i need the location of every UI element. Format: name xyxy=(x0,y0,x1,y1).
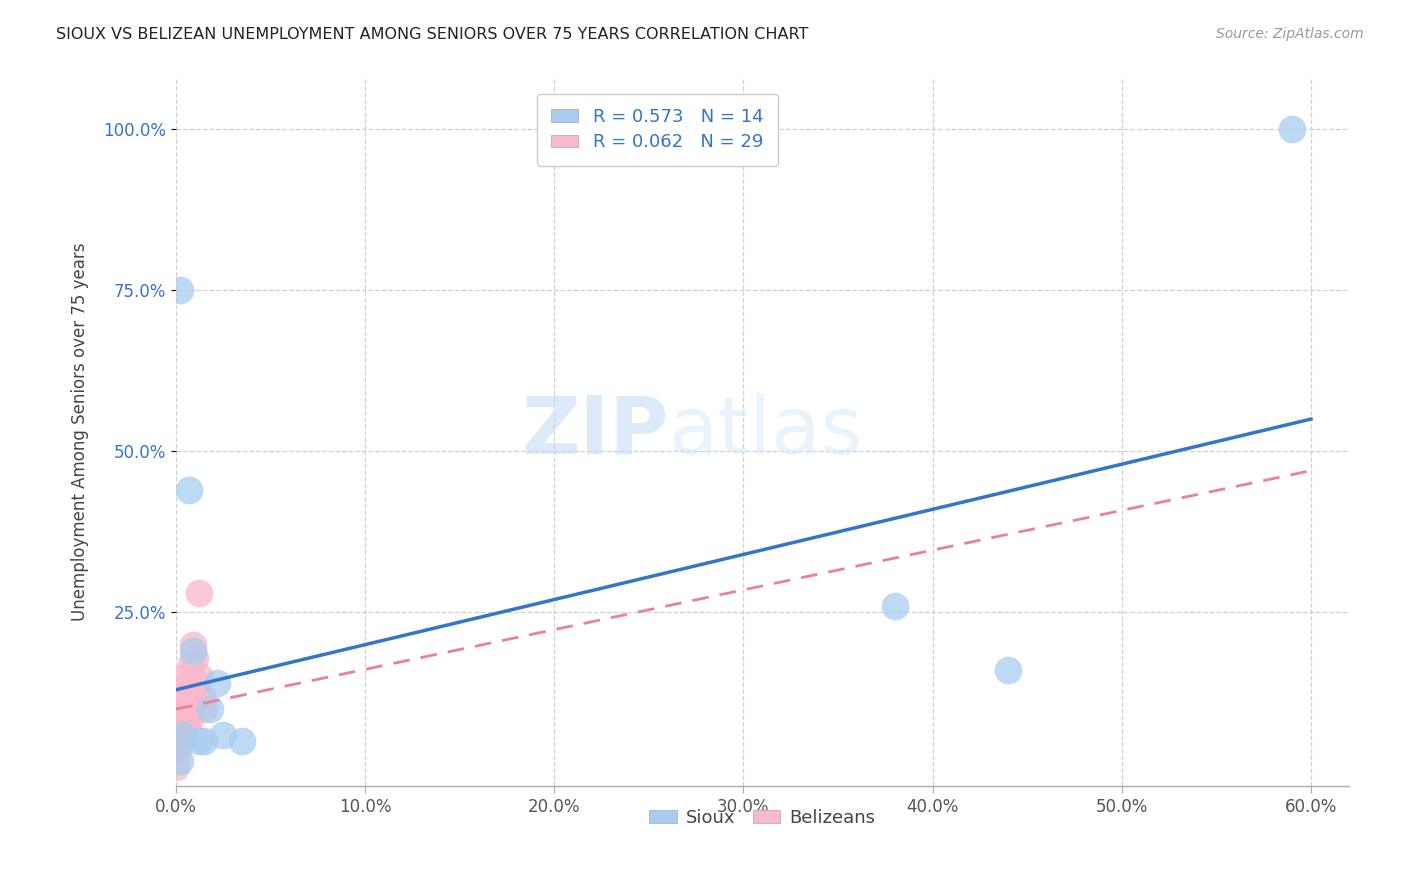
Point xyxy=(181,638,204,652)
Point xyxy=(169,754,191,768)
Point xyxy=(212,728,235,742)
Point xyxy=(174,714,197,729)
Point xyxy=(177,483,200,497)
Point xyxy=(181,644,204,658)
Point xyxy=(231,734,253,748)
Point xyxy=(166,722,188,736)
Point xyxy=(198,702,221,716)
Point xyxy=(172,722,194,736)
Point xyxy=(1281,122,1303,136)
Text: ZIP: ZIP xyxy=(522,393,668,471)
Point xyxy=(207,676,229,690)
Point xyxy=(180,708,202,723)
Point xyxy=(174,670,197,684)
Point xyxy=(883,599,905,613)
Point xyxy=(190,670,212,684)
Point xyxy=(165,714,187,729)
Point xyxy=(172,728,194,742)
Point xyxy=(169,728,191,742)
Point xyxy=(172,696,194,710)
Point xyxy=(187,734,209,748)
Point xyxy=(169,283,191,297)
Y-axis label: Unemployment Among Seniors over 75 years: Unemployment Among Seniors over 75 years xyxy=(72,243,89,621)
Text: atlas: atlas xyxy=(668,393,863,471)
Point xyxy=(165,734,187,748)
Point xyxy=(186,676,208,690)
Point xyxy=(177,676,200,690)
Point xyxy=(176,702,198,716)
Point xyxy=(180,657,202,671)
Point xyxy=(193,734,215,748)
Point xyxy=(165,747,187,762)
Point xyxy=(174,690,197,704)
Text: Source: ZipAtlas.com: Source: ZipAtlas.com xyxy=(1216,27,1364,41)
Point xyxy=(997,664,1019,678)
Point xyxy=(170,734,193,748)
Point xyxy=(170,702,193,716)
Point xyxy=(166,740,188,755)
Point xyxy=(184,650,207,665)
Point xyxy=(177,714,200,729)
Point xyxy=(165,760,187,774)
Point xyxy=(181,696,204,710)
Point xyxy=(169,708,191,723)
Text: SIOUX VS BELIZEAN UNEMPLOYMENT AMONG SENIORS OVER 75 YEARS CORRELATION CHART: SIOUX VS BELIZEAN UNEMPLOYMENT AMONG SEN… xyxy=(56,27,808,42)
Point xyxy=(191,690,214,704)
Point xyxy=(187,586,209,600)
Legend: Sioux, Belizeans: Sioux, Belizeans xyxy=(643,802,883,834)
Point xyxy=(184,690,207,704)
Point xyxy=(193,702,215,716)
